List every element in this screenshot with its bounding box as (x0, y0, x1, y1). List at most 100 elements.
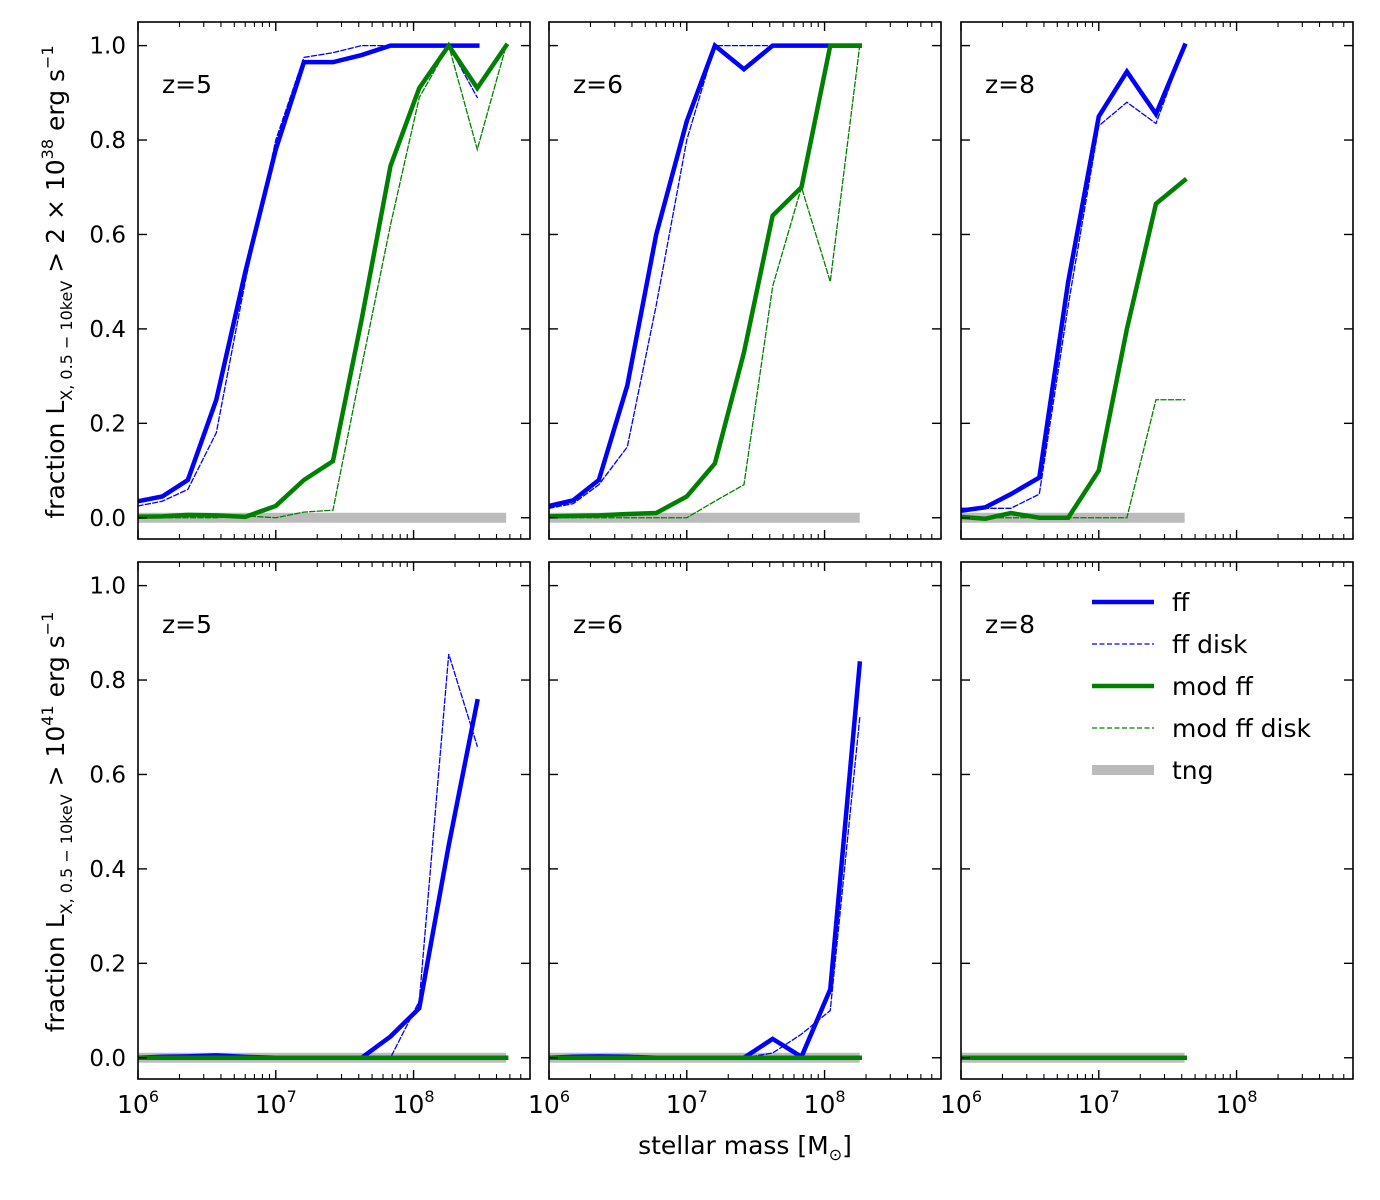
legend-entry-ff: ff (1092, 588, 1190, 617)
x-tick-label: 107 (666, 1087, 708, 1119)
xlabel-sub: ⊙ (829, 1145, 842, 1164)
panel-frame (960, 21, 1354, 540)
panel-annotation: z=5 (162, 70, 212, 99)
x-tick-base: 10 (255, 1090, 287, 1119)
y-tick-label: 0.4 (89, 857, 126, 883)
x-tick-exponent: 8 (424, 1087, 434, 1106)
y-axis-label-bottom: fraction LX, 0.5 − 10keV > 1041 erg s−1 (38, 612, 76, 1033)
legend-label-mod-ff-disk: mod ff disk (1172, 714, 1311, 743)
x-tick-base: 10 (393, 1090, 425, 1119)
series-line-ff-disk (138, 653, 479, 1059)
ylabel-top-pre: fraction L (41, 401, 70, 519)
series-line-ff (549, 41, 862, 509)
series-line-mod-ff (961, 177, 1188, 521)
y-tick-label: 0.0 (89, 506, 126, 532)
y-tick-label: 0.2 (89, 411, 126, 437)
x-tick-label: 107 (1078, 1087, 1120, 1119)
x-tick-base: 10 (666, 1090, 698, 1119)
ylabel-bottom-sup: 41 (38, 705, 57, 725)
ylabel-top-sup: 38 (38, 139, 57, 159)
panel-frame (137, 21, 531, 540)
series-line-ff (549, 661, 863, 1061)
y-tick-label: 0.4 (89, 317, 126, 343)
ylabel-top-post: erg s (41, 69, 70, 139)
x-tick-exponent: 6 (972, 1087, 982, 1106)
x-tick-label: 106 (117, 1087, 159, 1119)
y-tick-label: 0.0 (89, 1046, 126, 1072)
ylabel-top-mid: > 2 × 10 (41, 159, 70, 280)
y-tick-label: 1.0 (89, 574, 126, 600)
series-line-ff-disk (549, 717, 861, 1059)
x-tick-exponent: 7 (1110, 1087, 1120, 1106)
panel-annotation: z=8 (985, 70, 1035, 99)
series-line-ff-disk (549, 44, 861, 509)
x-tick-label: 108 (804, 1087, 846, 1119)
legend-entry-mod-ff-disk: mod ff disk (1092, 714, 1311, 743)
panel-top-middle: z=6 (548, 21, 942, 540)
panel-frame (137, 561, 531, 1080)
y-tick-label: 0.8 (89, 128, 126, 154)
y-tick-label: 0.2 (89, 951, 126, 977)
ylabel-top-sub: X, 0.5 − 10keV (57, 281, 76, 401)
ylabel-bottom-mid: > 10 (41, 726, 70, 795)
panel-frame (548, 561, 942, 1080)
series-line-mod-ff (549, 43, 862, 519)
y-tick-label: 0.6 (89, 762, 126, 788)
x-tick-label: 106 (528, 1087, 570, 1119)
series-line-mod-ff-disk (549, 44, 861, 519)
legend-label-mod-ff: mod ff (1172, 672, 1253, 701)
panels-layer: 0.00.20.40.60.81.0z=5 z=6 z=80.00.20.40.60… (89, 21, 1354, 1119)
ylabel-bottom-pre: fraction L (41, 914, 70, 1032)
x-tick-base: 10 (528, 1090, 560, 1119)
legend-label-tng: tng (1172, 756, 1214, 785)
series-group (961, 42, 1188, 523)
x-tick-exponent: 7 (287, 1087, 297, 1106)
x-tick-base: 10 (1078, 1090, 1110, 1119)
series-group (549, 41, 862, 523)
x-tick-exponent: 7 (698, 1087, 708, 1106)
x-tick-base: 10 (1216, 1090, 1248, 1119)
xlabel-end: ] (842, 1131, 852, 1160)
legend-entry-tng: tng (1092, 756, 1214, 785)
legend-entry-mod-ff: mod ff (1092, 672, 1253, 701)
ylabel-bottom-sub: X, 0.5 − 10keV (57, 794, 76, 914)
series-group (138, 653, 509, 1063)
series-line-ff-disk (961, 44, 1186, 509)
legend-entry-ff-disk: ff disk (1092, 630, 1248, 659)
x-tick-base: 10 (940, 1090, 972, 1119)
panel-annotation: z=8 (985, 610, 1035, 639)
legend: ff ff disk mod ff mod ff disk tng (1092, 588, 1311, 785)
series-group (549, 661, 863, 1063)
legend-label-ff-disk: ff disk (1172, 630, 1248, 659)
x-axis-label: stellar mass [M⊙] (638, 1131, 852, 1164)
series-line-ff (138, 698, 480, 1061)
y-tick-label: 1.0 (89, 34, 126, 60)
panel-frame (960, 561, 1354, 1080)
series-line-ff (961, 42, 1188, 513)
y-axis-label-top: fraction LX, 0.5 − 10keV > 2 × 1038 erg … (38, 45, 76, 518)
x-tick-exponent: 8 (1247, 1087, 1257, 1106)
x-tick-exponent: 6 (149, 1087, 159, 1106)
series-line-ff-disk (138, 44, 479, 507)
series-line-ff (138, 43, 480, 504)
ylabel-top-sup2: −1 (38, 45, 57, 69)
series-line-mod-ff (138, 41, 510, 520)
panel-top-left: 0.0 0.2 0.4 0.6 0.8 1.0 z=5 (89, 21, 531, 540)
ylabel-bottom-post: erg s (41, 635, 70, 705)
series-line-mod-ff-disk (138, 43, 507, 519)
panel-frame (548, 21, 942, 540)
x-tick-base: 10 (804, 1090, 836, 1119)
xlabel-main: stellar mass [M (638, 1131, 829, 1160)
x-tick-exponent: 6 (560, 1087, 570, 1106)
x-tick-label: 107 (255, 1087, 297, 1119)
x-tick-exponent: 8 (835, 1087, 845, 1106)
ylabel-bottom-sup2: −1 (38, 612, 57, 636)
panel-top-right: z=8 (960, 21, 1354, 540)
panel-annotation: z=5 (162, 610, 212, 639)
x-tick-base: 10 (117, 1090, 149, 1119)
series-group (138, 41, 510, 523)
